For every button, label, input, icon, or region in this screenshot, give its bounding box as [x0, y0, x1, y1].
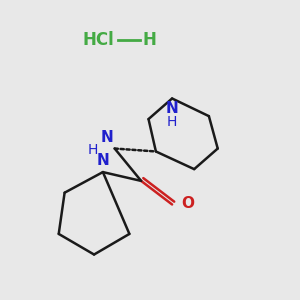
- Text: O: O: [181, 196, 194, 211]
- Text: H: H: [142, 31, 157, 49]
- Text: N: N: [97, 153, 109, 168]
- Text: H: H: [87, 143, 98, 157]
- Text: H: H: [167, 115, 177, 129]
- Text: N: N: [166, 101, 178, 116]
- Text: N: N: [101, 130, 114, 145]
- Text: HCl: HCl: [83, 31, 115, 49]
